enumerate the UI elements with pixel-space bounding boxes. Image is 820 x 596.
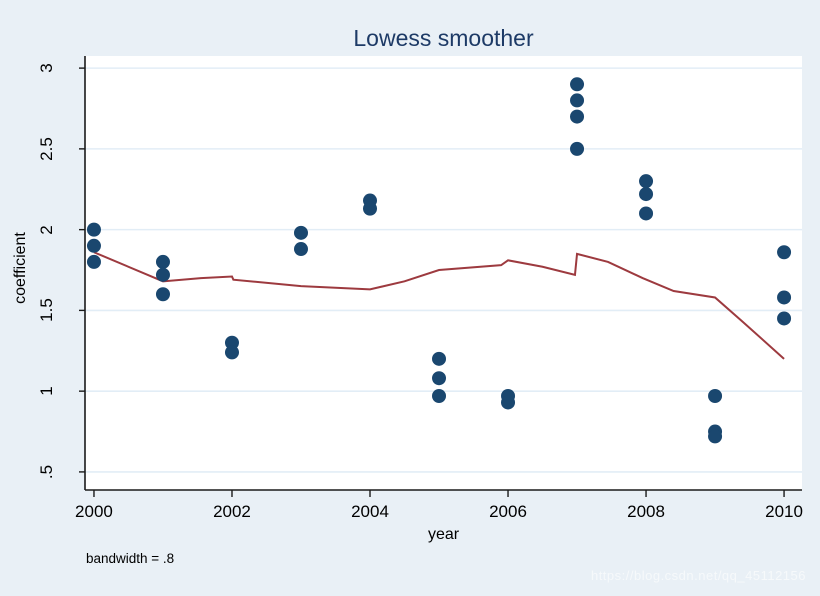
scatter-point bbox=[708, 429, 723, 444]
scatter-point bbox=[86, 222, 101, 237]
scatter-point bbox=[224, 335, 239, 350]
scatter-point bbox=[639, 206, 654, 221]
bandwidth-note: bandwidth = .8 bbox=[86, 551, 175, 566]
x-tick-label-2008: 2008 bbox=[627, 502, 665, 521]
scatter-point bbox=[570, 109, 585, 124]
scatter-point bbox=[777, 311, 792, 326]
scatter-point bbox=[293, 242, 308, 257]
x-tick-label-2010: 2010 bbox=[765, 502, 803, 521]
scatter-point bbox=[777, 245, 792, 260]
scatter-point bbox=[224, 345, 239, 360]
scatter-point bbox=[86, 254, 101, 269]
x-tick-label-2000: 2000 bbox=[75, 502, 113, 521]
scatter-point bbox=[777, 290, 792, 305]
y-tick-label-1: 1 bbox=[37, 386, 56, 396]
y-tick-label-2.5: 2.5 bbox=[37, 137, 56, 161]
watermark-url: https://blog.csdn.net/qq_45112156 bbox=[590, 568, 806, 583]
y-tick-label-.5: .5 bbox=[37, 464, 56, 479]
y-tick-label-2: 2 bbox=[37, 224, 56, 235]
x-tick-label-2002: 2002 bbox=[213, 502, 251, 521]
scatter-point bbox=[155, 287, 170, 302]
chart-title: Lowess smoother bbox=[353, 25, 534, 51]
scatter-point bbox=[570, 141, 585, 156]
scatter-point bbox=[708, 388, 723, 403]
scatter-point bbox=[639, 187, 654, 202]
x-axis-title: year bbox=[427, 526, 460, 543]
x-tick-label-2004: 2004 bbox=[351, 502, 389, 521]
scatter-point bbox=[432, 371, 447, 386]
y-tick-label-1.5: 1.5 bbox=[37, 298, 56, 323]
plot-background bbox=[85, 56, 802, 490]
y-tick-label-3: 3 bbox=[37, 63, 56, 73]
scatter-point bbox=[432, 388, 447, 403]
scatter-point bbox=[155, 267, 170, 282]
scatter-point bbox=[639, 174, 654, 189]
scatter-point bbox=[293, 225, 308, 240]
scatter-point bbox=[86, 238, 101, 253]
scatter-point bbox=[432, 351, 447, 366]
scatter-point bbox=[501, 395, 516, 410]
scatter-point bbox=[155, 254, 170, 269]
scatter-point bbox=[363, 201, 378, 216]
lowess-line bbox=[93, 251, 785, 360]
scatter-point bbox=[570, 93, 585, 108]
x-tick-label-2006: 2006 bbox=[489, 502, 527, 521]
scatter-point bbox=[570, 77, 585, 92]
